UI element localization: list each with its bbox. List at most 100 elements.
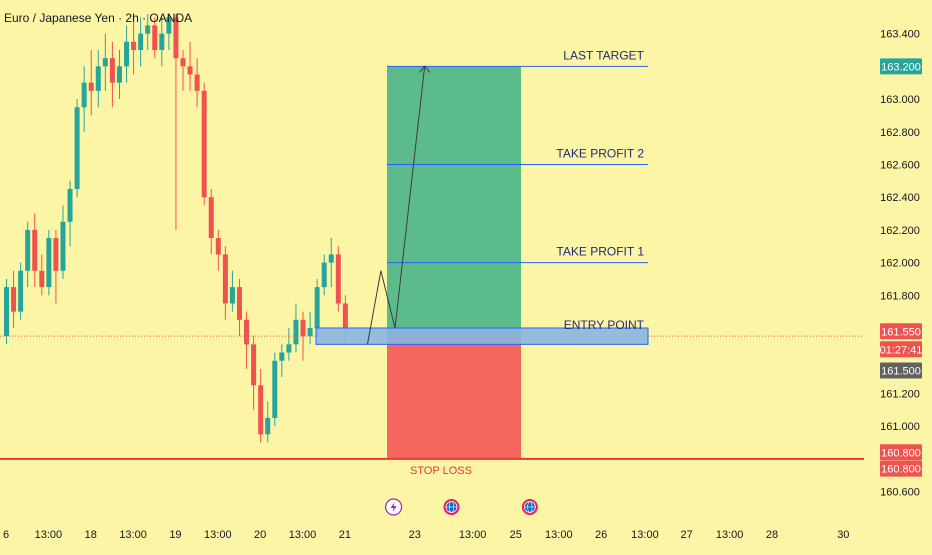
candle	[116, 66, 122, 83]
price-tag	[880, 444, 922, 461]
projected-path	[366, 66, 426, 345]
y-tick-label: 162.800	[880, 127, 920, 139]
x-tick-label: 30	[837, 529, 849, 541]
candle	[159, 33, 165, 50]
price-tag	[880, 460, 922, 477]
candle	[222, 254, 228, 304]
y-tick-label: 161.200	[880, 388, 920, 400]
candle	[342, 303, 348, 329]
candle	[215, 238, 221, 255]
candle	[229, 287, 235, 304]
price-tag-label: 160.800	[881, 447, 921, 459]
price-tag-label: 160.800	[881, 464, 921, 476]
price-tag-label: 161.500	[881, 366, 921, 378]
globe-meridian	[527, 501, 533, 513]
price-tag	[880, 58, 922, 75]
x-tick-label: 20	[254, 529, 266, 541]
x-tick-label: 13:00	[119, 529, 147, 541]
x-tick-label: 13:00	[716, 529, 744, 541]
stop-loss-label: STOP LOSS	[410, 465, 472, 477]
candle	[81, 82, 87, 108]
candle	[236, 287, 242, 320]
candle	[272, 360, 278, 418]
x-tick-label: 13:00	[631, 529, 659, 541]
x-tick-label: 13:00	[289, 529, 317, 541]
level-label: LAST TARGET	[563, 48, 644, 62]
candle	[286, 344, 292, 353]
y-tick-label: 162.400	[880, 192, 920, 204]
x-tick-label: 19	[169, 529, 181, 541]
y-tick-label: 162.200	[880, 225, 920, 237]
candle	[307, 328, 313, 337]
globe-meridian	[448, 501, 454, 513]
candle	[166, 17, 172, 34]
candle	[25, 229, 31, 271]
x-tick-label: 18	[85, 529, 97, 541]
level-label: ENTRY POINT	[564, 318, 645, 332]
y-tick-label: 161.800	[880, 290, 920, 302]
candle	[208, 197, 214, 239]
x-tick-label: 26	[595, 529, 607, 541]
candle	[138, 33, 144, 50]
y-tick-label: 160.600	[880, 487, 920, 499]
candle	[300, 319, 306, 337]
candle	[88, 82, 94, 91]
x-tick-label: 21	[339, 529, 351, 541]
candle	[201, 90, 207, 198]
candle	[328, 254, 334, 263]
x-tick-label: 25	[510, 529, 522, 541]
price-tag-label: 163.200	[881, 61, 921, 73]
price-tag	[880, 362, 922, 379]
candle	[279, 352, 285, 361]
candle	[74, 107, 80, 189]
y-tick-label: 161.000	[880, 421, 920, 433]
price-tag	[880, 341, 922, 358]
candle	[187, 66, 193, 75]
candle	[145, 25, 151, 34]
x-tick-label: 13:00	[35, 529, 63, 541]
candle	[95, 66, 101, 91]
candle	[194, 74, 200, 91]
candle	[11, 287, 17, 312]
candle	[265, 417, 271, 435]
candle	[251, 344, 257, 386]
candle	[53, 238, 59, 271]
arrow-head	[419, 65, 431, 73]
candle	[102, 58, 108, 67]
x-tick-label: 28	[766, 529, 778, 541]
x-tick-label: 6	[3, 529, 9, 541]
candle	[67, 188, 73, 222]
entry-zone	[315, 327, 649, 345]
candle	[321, 262, 327, 288]
candle	[335, 254, 341, 304]
y-tick-label: 163.000	[880, 94, 920, 106]
price-tag	[880, 323, 922, 340]
lightning-glyph	[390, 502, 397, 512]
x-tick-label: 13:00	[459, 529, 487, 541]
x-tick-label: 27	[680, 529, 692, 541]
level-label: TAKE PROFIT 1	[556, 245, 644, 259]
y-tick-label: 163.400	[880, 29, 920, 41]
price-tag-label: 161.550	[881, 326, 921, 338]
candle	[60, 221, 66, 271]
candle	[32, 229, 38, 271]
y-tick-label: 162.600	[880, 159, 920, 171]
x-tick-label: 23	[409, 529, 421, 541]
x-tick-label: 13:00	[545, 529, 573, 541]
price-tag-label: 01:27:41	[880, 344, 923, 356]
y-tick-label: 162.000	[880, 258, 920, 270]
candle	[18, 270, 24, 312]
candle	[293, 319, 299, 345]
candle	[46, 238, 52, 288]
candle	[39, 270, 45, 288]
candle	[152, 25, 158, 50]
x-tick-label: 13:00	[204, 529, 232, 541]
candle	[180, 58, 186, 67]
chart-title: Euro / Japanese Yen · 2h · OANDA	[4, 11, 192, 25]
candle	[124, 41, 130, 67]
candle	[173, 17, 179, 59]
target-zone	[387, 66, 521, 337]
level-label: TAKE PROFIT 2	[556, 146, 644, 160]
